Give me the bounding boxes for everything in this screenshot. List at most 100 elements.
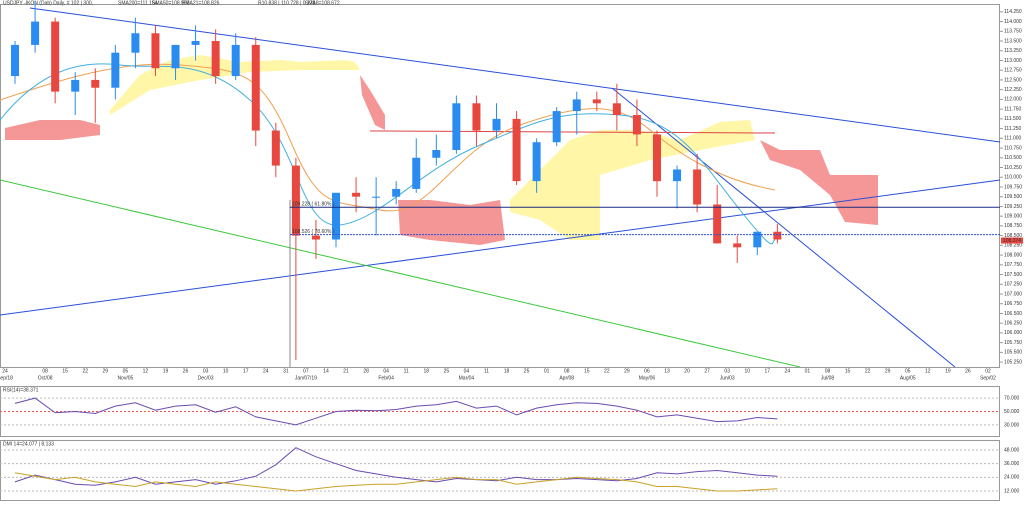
y-tick-label: 110.000 — [1004, 175, 1022, 181]
x-tick-label: 29 — [103, 368, 109, 374]
x-month-label: Nov/05 — [117, 375, 133, 381]
y-tick-label: 109.250 — [1004, 204, 1022, 210]
indicator-line — [14, 447, 778, 486]
candle-body — [171, 44, 180, 69]
y-tick-label: 108.750 — [1004, 223, 1022, 229]
x-tick-label: 24 — [2, 368, 8, 374]
x-tick-label: 15 — [845, 368, 851, 374]
candle-body — [432, 150, 441, 158]
last-price-label: 108.374 — [1003, 238, 1021, 244]
y-tick-label: 48.000 — [1004, 447, 1020, 453]
x-tick-label: 20 — [684, 368, 690, 374]
x-month-label: May/06 — [639, 375, 656, 381]
candle-body — [31, 21, 40, 45]
y-tick-label: 105.250 — [1004, 359, 1022, 365]
y-tick-label: 105.500 — [1004, 350, 1022, 356]
y-tick-label: 30.000 — [1004, 422, 1020, 428]
y-tick-label: 106.000 — [1004, 330, 1022, 336]
candle-body — [191, 41, 200, 45]
candle-body — [372, 196, 381, 198]
header: USDJPY -IKON (Dab) Daily, # 102 | 300, S… — [3, 0, 340, 6]
y-tick-label: 107.250 — [1004, 282, 1022, 288]
y-tick-label: 113.250 — [1004, 48, 1022, 54]
x-tick-label: 25 — [444, 368, 450, 374]
x-tick-label: 29 — [885, 368, 891, 374]
x-tick-label: 12 — [925, 368, 931, 374]
x-month-label: Sep/18 — [0, 375, 13, 381]
header-text: EMA21=108.826 — [182, 0, 220, 6]
panel-title: RSI(14)=38.371 — [3, 387, 39, 393]
y-tick-label: 108.500 — [1004, 233, 1022, 239]
candle-body — [392, 188, 401, 197]
x-tick-label: 07 — [303, 368, 309, 374]
fib-label: 108.526 ( 78.60% ) — [292, 229, 335, 235]
candle-body — [131, 33, 140, 53]
x-tick-label: 24 — [263, 368, 269, 374]
y-tick-label: 24.000 — [1004, 475, 1020, 481]
trend-line — [29, 7, 1001, 143]
y-tick-label: 114.000 — [1004, 19, 1022, 25]
x-month-label: Oct/08 — [38, 375, 53, 381]
candle-body — [693, 169, 702, 205]
x-tick-label: 17 — [243, 368, 249, 374]
x-tick-label: 21 — [343, 368, 349, 374]
panel-title: DMI 14=24.077 | 8.133 — [3, 441, 54, 447]
candle-body — [231, 44, 240, 77]
x-tick-label: 19 — [163, 368, 169, 374]
candle-body — [11, 44, 20, 77]
x-tick-label: 18 — [504, 368, 510, 374]
moving-average — [0, 63, 776, 245]
candle-body — [492, 118, 501, 131]
candle-body — [352, 192, 361, 197]
x-tick-label: 29 — [624, 368, 630, 374]
plot-layer: 114.250 114.000 113.750 113.500 113.250 113.0… — [0, 2, 1023, 494]
y-tick-label: 110.750 — [1004, 145, 1022, 151]
candle-body — [91, 79, 100, 88]
header-text: SMA50=108.960 — [152, 0, 190, 6]
x-tick-label: 19 — [945, 368, 951, 374]
candle-body — [311, 235, 320, 240]
x-tick-label: 25 — [524, 368, 530, 374]
candle-body — [472, 103, 481, 131]
x-month-label: Sep/02 — [980, 375, 996, 381]
candle-body — [151, 33, 160, 69]
candle-body — [733, 243, 742, 248]
last-price-box — [1001, 237, 1023, 244]
candle-body — [753, 231, 762, 248]
candle-body — [332, 192, 341, 240]
x-tick-label: 22 — [604, 368, 610, 374]
candle-body — [452, 103, 461, 150]
y-tick-label: 112.250 — [1004, 87, 1022, 93]
y-tick-label: 113.000 — [1004, 58, 1022, 64]
x-tick-label: 28 — [363, 368, 369, 374]
cloud-bearish — [5, 120, 100, 140]
x-tick-label: 26 — [965, 368, 971, 374]
x-month-label: Feb/04 — [378, 375, 394, 381]
y-tick-label: 113.500 — [1004, 38, 1022, 44]
x-month-label: Jun/03 — [720, 375, 735, 381]
candle-body — [592, 99, 601, 104]
x-tick-label: 17 — [765, 368, 771, 374]
x-tick-label: 10 — [744, 368, 750, 374]
fib-label: 109.228 ( 61.80% ) — [292, 202, 335, 208]
candle-body — [111, 52, 120, 88]
candle-body — [271, 130, 280, 166]
cloud-bullish — [510, 120, 755, 240]
trend-line — [0, 179, 801, 368]
x-tick-label: 14 — [323, 368, 329, 374]
ichimoku-cloud — [5, 55, 878, 245]
y-tick-label: 106.750 — [1004, 301, 1022, 307]
x-tick-label: 01 — [544, 368, 550, 374]
x-tick-label: 31 — [283, 368, 289, 374]
header-text: SMA8=108.672 — [305, 0, 340, 6]
x-month-label: Mar/04 — [459, 375, 475, 381]
x-month-label: Jan/07/19 — [295, 375, 317, 381]
y-tick-label: 109.000 — [1004, 213, 1022, 219]
x-tick-label: 05 — [905, 368, 911, 374]
candle-body — [512, 118, 521, 182]
candle-body — [291, 165, 300, 236]
trend-lines — [0, 7, 1001, 368]
x-tick-label: 01 — [805, 368, 811, 374]
y-tick-label: 112.750 — [1004, 68, 1022, 74]
x-tick-label: 18 — [424, 368, 430, 374]
